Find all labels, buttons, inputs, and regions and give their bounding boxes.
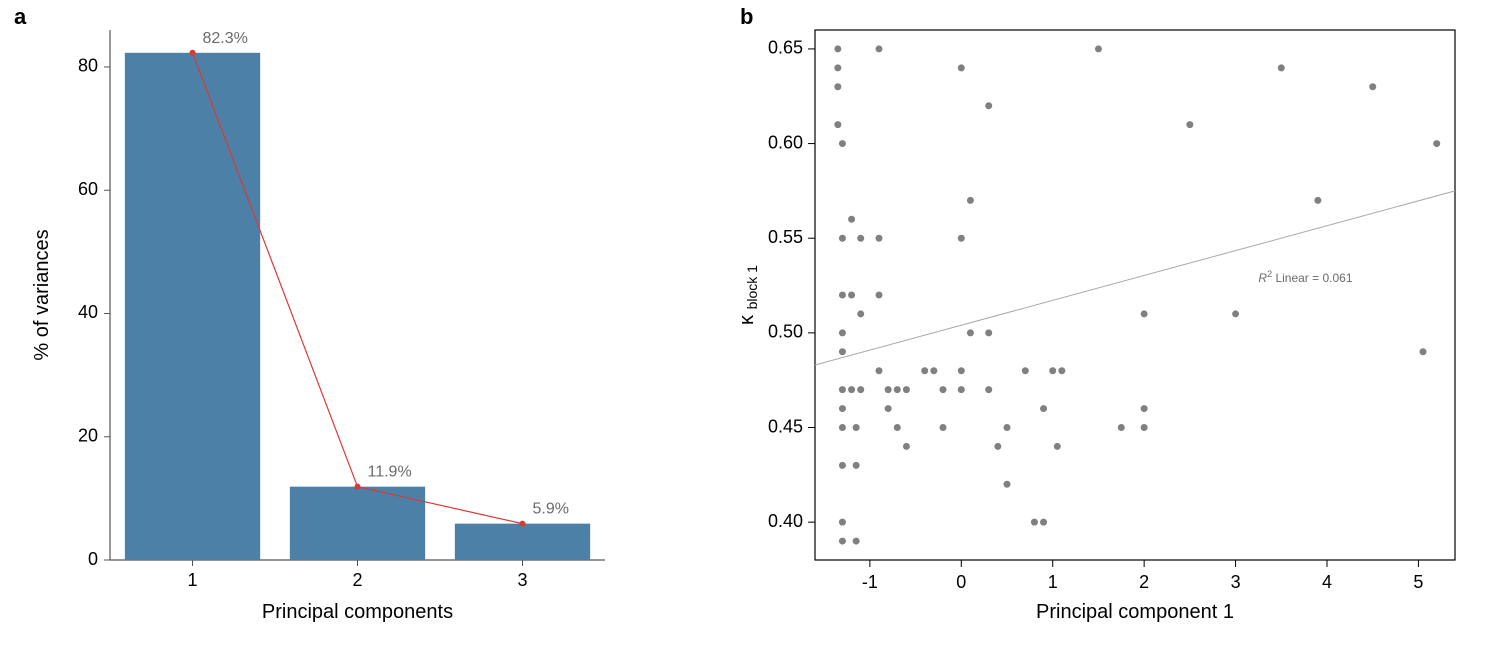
svg-text:2: 2 [352,570,362,590]
svg-text:20: 20 [78,425,98,445]
svg-text:3: 3 [1231,572,1241,592]
svg-text:0.65: 0.65 [768,38,803,58]
svg-text:κ block 1: κ block 1 [736,265,760,325]
svg-text:0.55: 0.55 [768,227,803,247]
svg-text:1: 1 [187,570,197,590]
svg-text:5.9%: 5.9% [533,501,569,518]
svg-text:0.50: 0.50 [768,322,803,342]
panel-b-chart: -1 0 1 2 3 4 5 0.40 0.45 0.50 0.55 0.60 0.65 R2 Linea… [660,0,1500,646]
svg-text:11.9%: 11.9% [368,464,412,481]
svg-text:2: 2 [1139,572,1149,592]
svg-text:0: 0 [88,549,98,569]
svg-text:3: 3 [517,570,527,590]
svg-text:R2 Linear = 0.061: R2 Linear = 0.061 [1258,269,1352,285]
svg-text:82.3%: 82.3% [203,30,248,47]
svg-text:0.45: 0.45 [768,416,803,436]
svg-text:0: 0 [956,572,966,592]
figure-root: a b 02040608012382.3%11.9%5.9%% of varia… [0,0,1500,646]
svg-text:Principal component 1: Principal component 1 [1036,601,1234,623]
svg-text:1: 1 [1048,572,1058,592]
svg-text:4: 4 [1322,572,1332,592]
svg-text:0.60: 0.60 [768,132,803,152]
svg-text:60: 60 [78,179,98,199]
svg-text:80: 80 [78,56,98,76]
svg-text:Principal components: Principal components [262,601,453,623]
svg-text:-1: -1 [862,572,878,592]
svg-text:% of variances: % of variances [31,229,53,360]
svg-text:40: 40 [78,302,98,322]
svg-text:0.40: 0.40 [768,511,803,531]
panel-a-chart: 0 20 40 60 80 1 2 3 82.3% 11.9% 5.9% % of variances… [0,0,660,646]
svg-text:5: 5 [1413,572,1423,592]
